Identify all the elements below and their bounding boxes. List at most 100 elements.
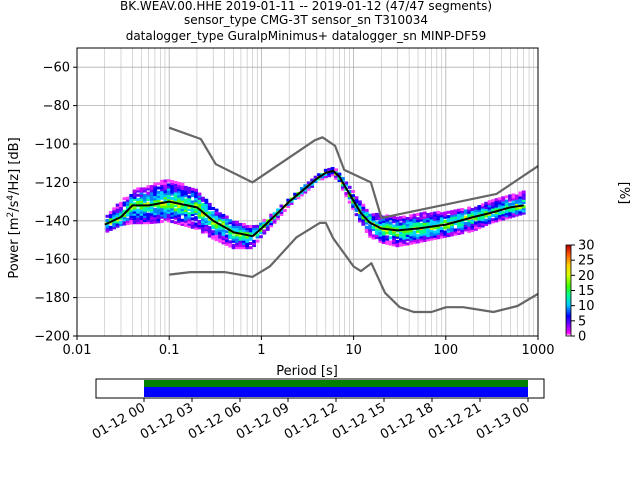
heatmap-cell xyxy=(371,228,376,232)
heatmap-cell xyxy=(241,231,246,235)
heatmap-cell xyxy=(453,209,458,213)
heatmap-cell xyxy=(412,215,417,219)
heatmap-cell xyxy=(456,225,461,229)
heatmap-cell xyxy=(129,221,134,225)
heatmap-cell xyxy=(201,203,205,207)
heatmap-cell xyxy=(518,199,523,203)
heatmap-cell xyxy=(436,229,441,233)
heatmap-cell xyxy=(177,188,181,192)
heatmap-cell xyxy=(351,194,355,198)
heatmap-cell xyxy=(190,217,195,221)
x-tick-label: 0.01 xyxy=(63,343,92,358)
heatmap-cell xyxy=(491,199,495,203)
heatmap-cell xyxy=(474,212,478,216)
heatmap-cell xyxy=(180,210,185,214)
heatmap-cell xyxy=(429,218,434,222)
heatmap-cell xyxy=(419,239,424,243)
heatmap-cell xyxy=(149,218,154,222)
y-tick-label: −100 xyxy=(34,138,70,153)
heatmap-cell xyxy=(354,198,359,202)
heatmap-cell xyxy=(521,205,526,209)
heatmap-cell xyxy=(139,187,144,191)
heatmap-cell xyxy=(361,218,366,222)
heatmap-cell xyxy=(224,217,229,221)
heatmap-cell xyxy=(351,204,355,208)
heatmap-cell xyxy=(146,191,151,195)
heatmap-cell xyxy=(439,216,444,220)
heatmap-cell xyxy=(381,240,386,244)
heatmap-cell xyxy=(173,195,178,199)
heatmap-cell xyxy=(480,224,485,228)
heatmap-cell xyxy=(132,195,137,199)
heatmap-cell xyxy=(450,233,454,237)
heatmap-cell xyxy=(286,198,291,202)
heatmap-cell xyxy=(238,246,243,250)
heatmap-cell xyxy=(364,208,369,212)
heatmap-cell xyxy=(177,190,181,194)
colorbar-tick-label: 5 xyxy=(578,314,586,329)
heatmap-cell xyxy=(173,221,178,225)
heatmap-cell xyxy=(204,217,209,221)
heatmap-cell xyxy=(248,227,253,231)
heatmap-cell xyxy=(364,229,369,233)
heatmap-cell xyxy=(235,222,239,226)
heatmap-cell xyxy=(416,229,420,233)
colorbar-tick-label: 0 xyxy=(578,330,586,345)
x-axis-label: Period [s] xyxy=(276,364,338,379)
heatmap-cell xyxy=(238,225,243,229)
heatmap-cell xyxy=(388,217,393,221)
heatmap-cell xyxy=(201,215,205,219)
heatmap-cell xyxy=(156,197,161,201)
y-tick-label: −200 xyxy=(34,330,70,345)
heatmap-cell xyxy=(218,239,222,243)
heatmap-cell xyxy=(129,219,134,223)
heatmap-cell xyxy=(402,223,407,227)
heatmap-cell xyxy=(125,211,130,215)
heatmap-cell xyxy=(296,196,301,200)
heatmap-cell xyxy=(211,221,216,225)
heatmap-cell xyxy=(211,230,216,234)
heatmap-cell xyxy=(211,232,216,236)
heatmap-cell xyxy=(402,243,407,247)
heatmap-cell xyxy=(204,205,209,209)
heatmap-cell xyxy=(416,236,420,240)
heatmap-cell xyxy=(248,225,253,229)
heatmap-cell xyxy=(211,206,216,210)
heatmap-cell xyxy=(381,230,386,234)
heatmap-cell xyxy=(136,212,140,216)
heatmap-cell xyxy=(180,189,185,193)
heatmap-cell xyxy=(228,221,233,225)
heatmap-cell xyxy=(378,235,383,239)
heatmap-cell xyxy=(132,219,137,223)
heatmap-cell xyxy=(143,202,147,206)
heatmap-cell xyxy=(511,210,516,214)
heatmap-cell xyxy=(108,213,113,217)
heatmap-cell xyxy=(477,205,482,209)
heatmap-cell xyxy=(518,191,523,195)
heatmap-cell xyxy=(272,218,277,222)
heatmap-cell xyxy=(279,210,284,214)
heatmap-cell xyxy=(183,209,188,213)
heatmap-cell xyxy=(286,202,291,206)
heatmap-cell xyxy=(371,215,376,219)
heatmap-cell xyxy=(412,241,417,245)
heatmap-cell xyxy=(402,221,407,225)
heatmap-cell xyxy=(177,215,181,219)
heatmap-cell xyxy=(170,180,175,184)
heatmap-cell xyxy=(416,240,420,244)
heatmap-cell xyxy=(518,212,523,216)
heatmap-cell xyxy=(385,235,390,239)
heatmap-cell xyxy=(149,199,154,203)
heatmap-cell xyxy=(173,199,178,203)
heatmap-cell xyxy=(201,222,205,226)
heatmap-cell xyxy=(177,200,181,204)
heatmap-cell xyxy=(245,241,250,245)
heatmap-cell xyxy=(508,215,512,219)
heatmap-cell xyxy=(224,230,229,234)
heatmap-cell xyxy=(409,239,413,243)
heatmap-cell xyxy=(419,216,424,220)
heatmap-cell xyxy=(443,232,448,236)
heatmap-cell xyxy=(221,216,226,220)
heatmap-cell xyxy=(119,223,123,227)
heatmap-cell xyxy=(238,233,243,237)
